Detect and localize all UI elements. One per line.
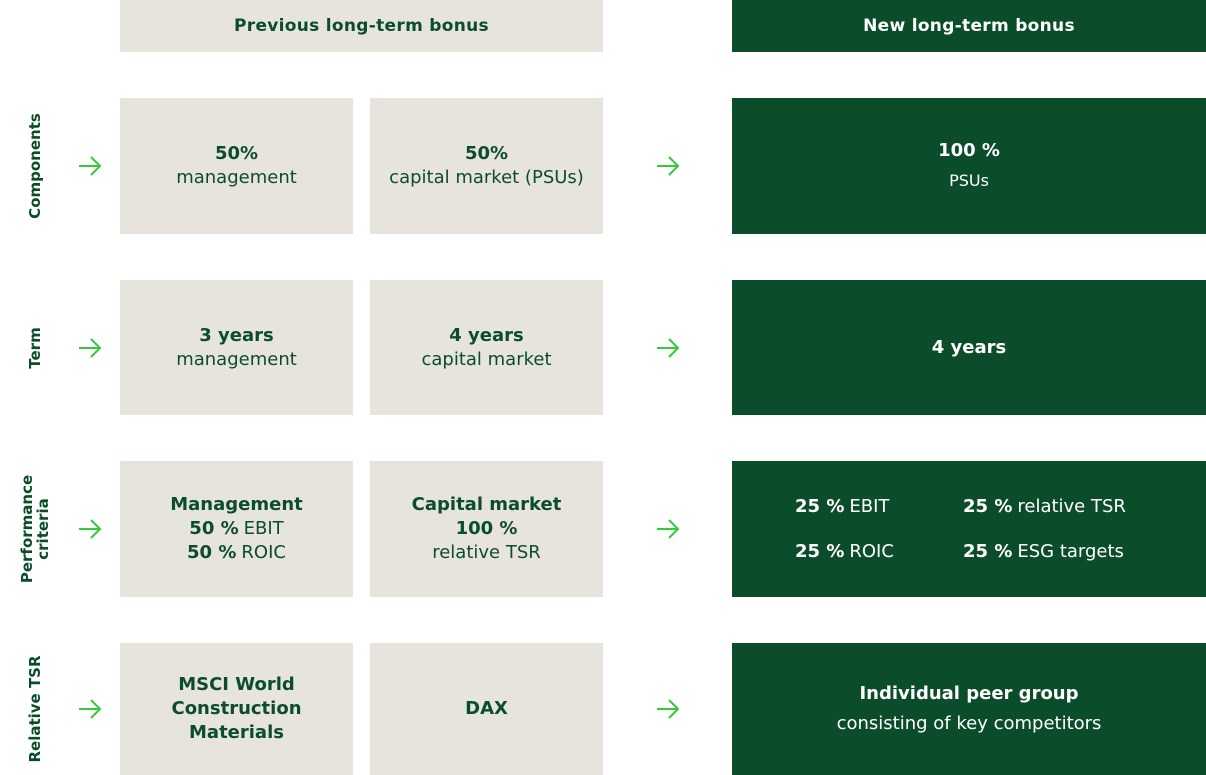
text: 3 years [199,324,274,346]
line: Materials [189,721,284,745]
text: MSCI World [178,674,295,695]
criteria-item: 25 % ESG targets [963,541,1143,562]
header-text: New long-term bonus [863,16,1075,36]
previous-cell: Capital market 100 % relative TSR [370,461,603,597]
line: 50% [215,142,258,166]
text: 25 % [795,541,845,562]
line: DAX [465,697,508,721]
text: EBIT [243,518,284,539]
line: 100 % [938,136,1000,166]
line: consisting of key competitors [837,709,1102,739]
line: management [176,348,297,372]
text: management [176,348,297,370]
arrow [79,699,102,719]
text: 100 % [455,518,518,539]
label-line: criteria [34,498,52,560]
line: Capital market [412,493,562,517]
line: 4 years [449,324,523,348]
previous-cell: 50% capital market (PSUs) [370,98,603,234]
row-label: Performance criteria [18,474,52,584]
arrow [657,156,680,176]
text: 25 % [795,496,845,517]
new-cell: 100 % PSUs [732,98,1206,234]
label-line: Components [26,113,44,219]
line: management [176,166,297,190]
arrow [79,156,102,176]
previous-cell: Management 50 % EBIT 50 % ROIC [120,461,353,597]
text: relative TSR [432,542,541,563]
label-line: Term [26,326,44,369]
line: 50 % EBIT [189,517,283,541]
label-line: Relative TSR [26,655,44,763]
text: Management [170,494,303,515]
line: Construction [171,697,301,721]
new-header: New long-term bonus [732,0,1206,52]
text: capital market (PSUs) [389,167,584,188]
text: ROIC [849,541,894,562]
row-label: Term [26,326,44,369]
criteria-item: 25 % EBIT [795,496,963,517]
text: EBIT [849,496,890,517]
row-label: Relative TSR [26,655,44,763]
arrow [79,519,102,539]
text: 4 years [931,336,1007,358]
text: relative TSR [1017,496,1126,517]
previous-cell: 4 years capital market [370,280,603,415]
text: 50 % [189,518,239,539]
text: Materials [189,722,284,743]
line: 50% [465,142,508,166]
previous-header: Previous long-term bonus [120,0,603,52]
text: 25 % [963,541,1013,562]
line: 100 % [456,517,518,541]
line: Individual peer group [859,679,1078,709]
text: 50% [464,143,509,164]
new-cell: 4 years [732,280,1206,415]
criteria-grid: 25 % EBIT 25 % relative TSR 25 % ROIC 25 % ESG … [795,496,1143,562]
arrow [657,699,680,719]
new-cell: Individual peer group consisting of key c… [732,643,1206,775]
criteria-item: 25 % ROIC [795,541,963,562]
text: ROIC [241,542,286,563]
arrow [657,337,680,358]
text: 25 % [963,496,1013,517]
previous-cell: DAX [370,643,603,775]
arrow [657,519,680,539]
text: Construction [171,698,302,719]
text: DAX [465,698,508,719]
line: capital market (PSUs) [389,166,584,190]
criteria-item: 25 % relative TSR [963,496,1143,517]
line: PSUs [949,166,989,196]
previous-cell: 50% management [120,98,353,234]
text: Capital market [411,494,562,515]
previous-cell: 3 years management [120,280,353,415]
previous-cell: MSCI World Construction Materials [120,643,353,775]
line: Management [170,493,303,517]
text: ESG targets [1017,541,1124,562]
line: 50 % ROIC [187,541,286,565]
line: 3 years [199,324,273,348]
arrow [79,337,102,358]
text: management [176,167,297,188]
new-cell: 25 % EBIT 25 % relative TSR 25 % ROIC 25 % ESG … [732,461,1206,597]
line: MSCI World [178,673,295,697]
line: capital market [421,348,551,372]
line: relative TSR [432,541,541,565]
text: 50% [214,143,259,164]
label-line: Performance [18,474,36,584]
text: Individual peer group [859,683,1079,704]
text: 4 years [449,324,524,346]
text: 100 % [938,140,1000,161]
text: PSUs [949,171,989,190]
header-text: Previous long-term bonus [234,16,489,36]
text: consisting of key competitors [836,713,1102,734]
row-label: Components [26,113,44,219]
text: capital market [421,348,552,370]
line: 4 years [932,333,1006,363]
text: 50 % [187,542,237,563]
